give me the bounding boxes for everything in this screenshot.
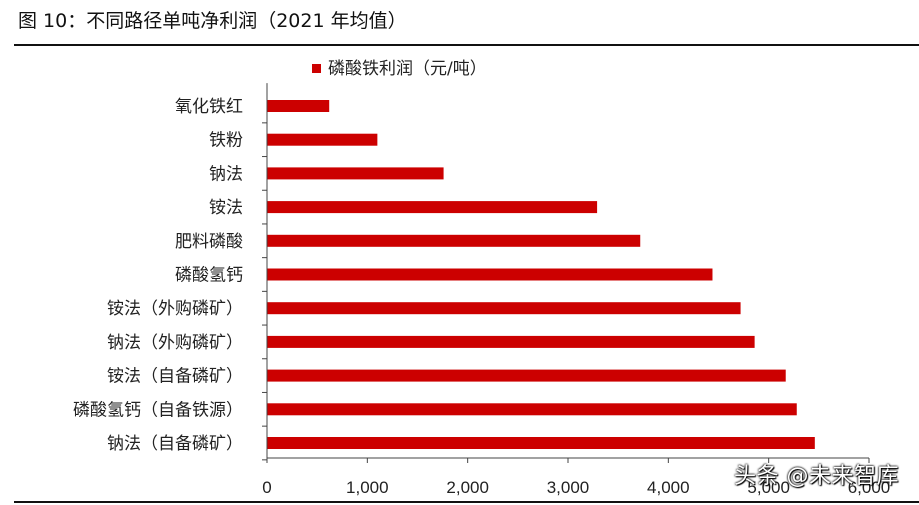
x-tick-label: 5,000 (747, 478, 790, 497)
x-tick-label: 3,000 (547, 478, 590, 497)
bar (267, 100, 330, 112)
bar (267, 437, 815, 449)
x-tick-label: 1,000 (346, 478, 389, 497)
bar (267, 234, 641, 247)
x-tick-label: 6,000 (848, 478, 891, 497)
bar (267, 201, 598, 214)
figure-title: 图 10：不同路径单吨净利润（2021 年均值） (18, 10, 407, 32)
category-label: 钠法（外购磷矿） (107, 333, 243, 353)
bar (267, 403, 797, 416)
category-label: 磷酸氢钙 (175, 266, 243, 286)
category-label: 铁粉 (209, 131, 243, 151)
category-label: 铵法（自备磷矿） (107, 367, 243, 387)
x-tick-label: 2,000 (446, 478, 489, 497)
x-tick-label: 4,000 (647, 478, 690, 497)
category-label: 氧化铁红 (175, 97, 243, 117)
bar (267, 335, 755, 348)
watermark: 头条 @未来智库 (734, 464, 899, 489)
top-divider (14, 44, 919, 46)
bar (267, 133, 378, 146)
category-label: 钠法（自备磷矿） (107, 434, 243, 454)
x-tick-label: 0 (262, 478, 271, 497)
category-label: 铵法（外购磷矿） (107, 299, 243, 319)
legend-label: 磷酸铁利润（元/吨） (328, 59, 487, 79)
category-label: 磷酸氢钙（自备铁源） (73, 400, 243, 420)
bar (267, 268, 713, 281)
legend-swatch (312, 64, 321, 73)
category-label: 肥料磷酸 (175, 232, 243, 252)
category-label: 钠法 (209, 164, 243, 184)
bar (267, 167, 444, 180)
legend: 磷酸铁利润（元/吨） (312, 59, 487, 79)
bar (267, 369, 786, 382)
bar (267, 302, 741, 315)
bottom-divider (14, 501, 919, 503)
category-label: 铵法 (209, 198, 243, 218)
